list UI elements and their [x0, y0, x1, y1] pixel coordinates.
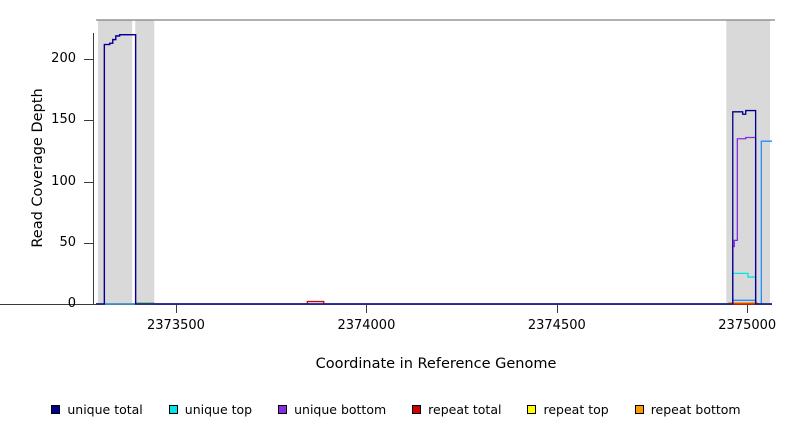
x-tick-label: 2374000 — [337, 318, 396, 333]
legend-item[interactable]: unique top — [168, 401, 253, 417]
y-tick-mark — [84, 304, 93, 305]
x-tick-mark — [747, 304, 749, 313]
y-tick-label: 100 — [51, 173, 76, 189]
legend-swatch-icon — [527, 404, 537, 414]
legend-label: unique total — [67, 401, 143, 417]
y-tick-label: 50 — [59, 234, 76, 250]
y-tick-mark — [84, 120, 93, 122]
y-tick-mark — [84, 242, 93, 244]
shaded-region — [135, 20, 155, 304]
y-tick-mark — [84, 181, 93, 183]
legend-swatch-icon — [634, 404, 644, 414]
x-tick-mark — [556, 304, 558, 313]
chart-legend: unique total unique top unique bottom repea… — [0, 398, 792, 420]
x-axis-title: Coordinate in Reference Genome — [315, 356, 557, 372]
series-line-secondary-blue-tail — [96, 140, 772, 305]
x-tick-label: 2373500 — [147, 318, 205, 333]
y-tick-label: 150 — [51, 112, 76, 128]
legend-label: repeat total — [428, 401, 502, 417]
legend-swatch-icon — [168, 404, 178, 414]
y-tick-label: 200 — [51, 51, 76, 67]
legend-label: repeat bottom — [650, 401, 741, 417]
y-tick-label: 0 — [67, 296, 76, 311]
legend-label: unique top — [184, 401, 253, 417]
legend-item[interactable]: unique total — [51, 401, 143, 417]
legend-swatch-icon — [412, 404, 422, 414]
legend-item[interactable]: repeat top — [527, 401, 609, 417]
legend-swatch-icon — [278, 404, 288, 414]
legend-item[interactable]: unique bottom — [278, 402, 386, 417]
legend-item[interactable]: repeat total — [412, 402, 501, 417]
x-tick-label: 2375000 — [718, 318, 777, 333]
x-tick-mark — [366, 304, 368, 313]
shaded-region — [726, 20, 771, 304]
shaded-region — [97, 20, 133, 304]
y-axis-line — [93, 33, 94, 304]
legend-item[interactable]: repeat bottom — [634, 401, 741, 417]
series-line-unique-bottom — [96, 34, 772, 305]
legend-swatch-icon — [51, 404, 61, 414]
series-line-unique-total — [96, 34, 772, 305]
series-line-unique-top — [96, 272, 772, 305]
y-tick-mark — [84, 59, 93, 61]
x-tick-label: 2374500 — [527, 318, 586, 333]
x-tick-mark — [175, 304, 177, 313]
legend-label: unique bottom — [294, 401, 387, 417]
legend-label: repeat top — [543, 401, 609, 417]
